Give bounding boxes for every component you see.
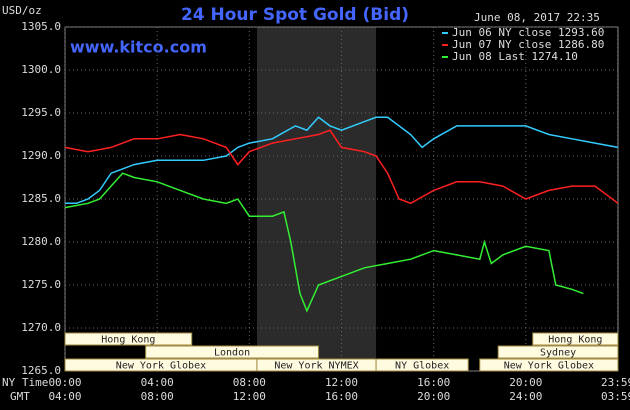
session-label: Sydney [540, 348, 576, 359]
x-tick-label: 16:00 [417, 376, 450, 389]
session-bar [64, 332, 193, 346]
y-tick-label: 1305.0 [21, 20, 61, 33]
x2-tick-label: 12:00 [233, 390, 266, 403]
x2-tick-label: 24:00 [509, 390, 542, 403]
x-tick-label: 00:00 [48, 376, 81, 389]
y-tick-label: 1270.0 [21, 321, 61, 334]
x2-tick-label: 04:00 [48, 390, 81, 403]
series-line [64, 172, 584, 313]
x2-tick-label: 16:00 [325, 390, 358, 403]
x2-tick-label: 03:59 [601, 390, 630, 403]
x2-tick-label: 08:00 [141, 390, 174, 403]
x-tick-label: 20:00 [509, 376, 542, 389]
session-label: NY Globex [395, 361, 449, 372]
x2-axis-label: GMT [10, 390, 30, 403]
session-label: Hong Kong [548, 335, 602, 346]
session-label: Hong Kong [101, 335, 155, 346]
legend-label: Jun 07 NY close 1286.80 [452, 38, 604, 51]
session-bar [375, 358, 469, 372]
session-label: New York Globex [504, 361, 594, 372]
session-label: New York Globex [116, 361, 206, 372]
chart-title: 24 Hour Spot Gold (Bid) [181, 5, 409, 25]
y-tick-label: 1275.0 [21, 278, 61, 291]
y-tick-label: 1285.0 [21, 192, 61, 205]
session-bar [145, 345, 319, 359]
x-tick-label: 12:00 [325, 376, 358, 389]
x2-tick-label: 20:00 [417, 390, 450, 403]
session-bar [532, 332, 619, 346]
y-tick-label: 1300.0 [21, 63, 61, 76]
series-line [64, 129, 619, 205]
x-tick-label: 23:59 [601, 376, 630, 389]
series-line [65, 116, 619, 205]
y-tick-label: 1290.0 [21, 149, 61, 162]
session-label: New York NYMEX [274, 361, 358, 372]
subtitle: www.kitco.com [70, 38, 207, 57]
y-tick-label: 1295.0 [21, 106, 61, 119]
x-tick-label: 04:00 [141, 376, 174, 389]
timestamp: June 08, 2017 22:35 [474, 11, 600, 24]
x-axis-label: NY Time [2, 376, 48, 389]
shaded-region [256, 27, 377, 371]
y-tick-label: 1265.0 [21, 364, 61, 377]
session-bar [497, 345, 619, 359]
session-label: London [214, 348, 250, 359]
x-tick-label: 08:00 [233, 376, 266, 389]
y-tick-label: 1280.0 [21, 235, 61, 248]
session-bar [479, 358, 619, 372]
legend-label: Jun 06 NY close 1293.60 [452, 26, 604, 39]
y-axis-label: USD/oz [2, 4, 42, 17]
legend-label: Jun 08 Last 1274.10 [452, 50, 578, 63]
